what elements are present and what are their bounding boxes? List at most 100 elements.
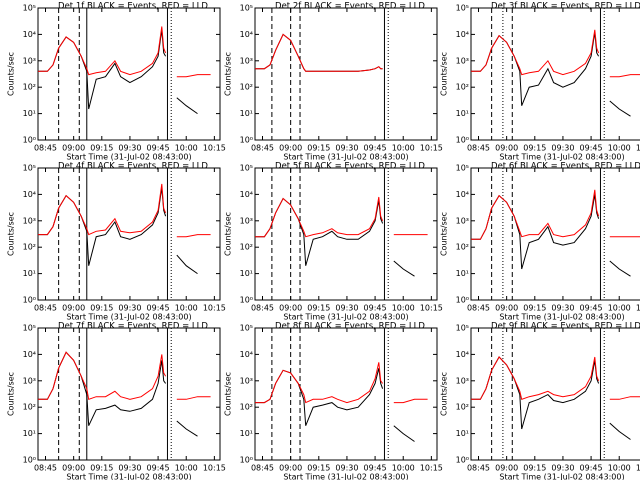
x-tick-label: 09:00 — [279, 464, 302, 473]
panel: Det 7f BLACK = Events, RED = LLD Start Ti… — [7, 322, 226, 480]
x-tick-label: 09:45 — [580, 144, 603, 153]
x-tick-label: 10:00 — [608, 464, 631, 473]
y-tick-label: 10¹ — [23, 429, 36, 438]
x-tick-label: 10:00 — [608, 304, 631, 313]
x-tick-label: 09:15 — [90, 304, 113, 313]
plot-frame — [254, 7, 438, 141]
x-tick-label: 09:15 — [90, 464, 113, 473]
y-tick-label: 10² — [23, 243, 36, 252]
y-tick-label: 10³ — [240, 216, 253, 225]
chart-title: Det 7f BLACK = Events, RED = LLD — [58, 322, 208, 332]
series-line — [255, 33, 383, 72]
x-tick-label: 09:30 — [335, 464, 358, 473]
x-tick-label: 10:15 — [636, 464, 640, 473]
y-tick-label: 10³ — [240, 56, 253, 65]
x-tick-label: 08:45 — [34, 304, 57, 313]
x-tick-label: 09:45 — [147, 464, 170, 473]
y-axis-label: Counts/sec — [7, 52, 16, 96]
y-tick-label: 10⁰ — [240, 456, 253, 465]
x-axis-label: Start Time (31-Jul-02 08:43:00) — [499, 473, 624, 480]
series-line — [255, 197, 415, 277]
plot-frame — [470, 327, 640, 461]
x-tick-label: 10:15 — [420, 464, 443, 473]
x-tick-label: 09:00 — [279, 304, 302, 313]
y-tick-label: 10² — [456, 403, 469, 412]
y-tick-label: 10⁵ — [456, 164, 469, 173]
x-tick-label: 08:45 — [34, 144, 57, 153]
y-tick-label: 10⁰ — [23, 136, 36, 145]
x-tick-label: 09:15 — [307, 144, 330, 153]
x-tick-label: 10:15 — [636, 304, 640, 313]
y-tick-label: 10³ — [23, 56, 36, 65]
y-tick-label: 10¹ — [240, 269, 253, 278]
y-tick-label: 10⁴ — [240, 30, 253, 39]
y-tick-label: 10⁵ — [23, 4, 36, 13]
y-tick-label: 10⁵ — [456, 4, 469, 13]
y-tick-label: 10¹ — [23, 269, 36, 278]
chart-title: Det 5f BLACK = Events, RED = LLD — [275, 162, 425, 172]
x-tick-label: 09:15 — [523, 144, 546, 153]
series-line — [471, 189, 640, 240]
plot-frame — [470, 167, 640, 301]
series-line — [471, 356, 640, 400]
y-tick-label: 10² — [240, 403, 253, 412]
y-tick-label: 10³ — [456, 376, 469, 385]
x-tick-label: 09:15 — [523, 304, 546, 313]
x-tick-label: 10:00 — [175, 144, 198, 153]
y-tick-label: 10⁴ — [23, 190, 36, 199]
x-axis-label: Start Time (31-Jul-02 08:43:00) — [283, 153, 408, 162]
y-tick-label: 10¹ — [23, 109, 36, 118]
x-tick-label: 09:00 — [495, 304, 518, 313]
y-tick-label: 10⁴ — [240, 190, 253, 199]
y-tick-label: 10² — [456, 83, 469, 92]
y-tick-label: 10² — [240, 83, 253, 92]
y-axis-label: Counts/sec — [7, 212, 16, 256]
y-tick-label: 10² — [23, 403, 36, 412]
y-tick-label: 10⁵ — [23, 324, 36, 333]
x-tick-label: 09:30 — [118, 464, 141, 473]
chart-title: Det 2f BLACK = Events, RED = LLD — [275, 2, 425, 12]
x-tick-label: 09:00 — [62, 464, 85, 473]
x-tick-label: 08:45 — [251, 144, 274, 153]
x-tick-label: 09:30 — [551, 464, 574, 473]
plot-frame — [37, 327, 221, 461]
y-tick-label: 10³ — [456, 216, 469, 225]
series-line — [38, 26, 211, 78]
y-tick-label: 10⁴ — [456, 350, 469, 359]
x-tick-label: 10:00 — [392, 304, 415, 313]
y-tick-label: 10⁴ — [240, 350, 253, 359]
y-tick-label: 10⁰ — [456, 136, 469, 145]
x-tick-label: 10:15 — [203, 464, 226, 473]
panel: Det 3f BLACK = Events, RED = LLD Start Ti… — [440, 2, 640, 162]
y-tick-label: 10¹ — [240, 429, 253, 438]
x-tick-label: 09:45 — [364, 144, 387, 153]
y-tick-label: 10³ — [240, 376, 253, 385]
x-tick-label: 09:45 — [147, 144, 170, 153]
y-tick-label: 10² — [240, 243, 253, 252]
x-tick-label: 10:15 — [636, 144, 640, 153]
x-tick-label: 10:00 — [392, 144, 415, 153]
panel: Det 2f BLACK = Events, RED = LLD Start Ti… — [224, 2, 443, 162]
y-tick-label: 10⁴ — [456, 30, 469, 39]
y-tick-label: 10³ — [456, 56, 469, 65]
panel: Det 9f BLACK = Events, RED = LLD Start Ti… — [440, 322, 640, 480]
plot-frame — [254, 167, 438, 301]
chart-title: Det 8f BLACK = Events, RED = LLD — [275, 322, 425, 332]
x-axis-label: Start Time (31-Jul-02 08:43:00) — [283, 313, 408, 322]
y-tick-label: 10⁵ — [456, 324, 469, 333]
y-axis-label: Counts/sec — [440, 212, 449, 256]
x-tick-label: 08:45 — [34, 464, 57, 473]
series-line — [38, 351, 211, 400]
y-tick-label: 10⁴ — [23, 350, 36, 359]
x-tick-label: 10:00 — [608, 144, 631, 153]
x-tick-label: 08:45 — [467, 144, 490, 153]
series-line — [471, 194, 631, 277]
y-axis-label: Counts/sec — [7, 372, 16, 416]
x-tick-label: 08:45 — [467, 304, 490, 313]
x-axis-label: Start Time (31-Jul-02 08:43:00) — [66, 473, 191, 480]
panel: Det 5f BLACK = Events, RED = LLD Start Ti… — [224, 162, 443, 322]
panel: Det 4f BLACK = Events, RED = LLD Start Ti… — [7, 162, 226, 322]
y-tick-label: 10² — [23, 83, 36, 92]
chart-title: Det 3f BLACK = Events, RED = LLD — [491, 2, 640, 12]
y-tick-label: 10¹ — [240, 109, 253, 118]
